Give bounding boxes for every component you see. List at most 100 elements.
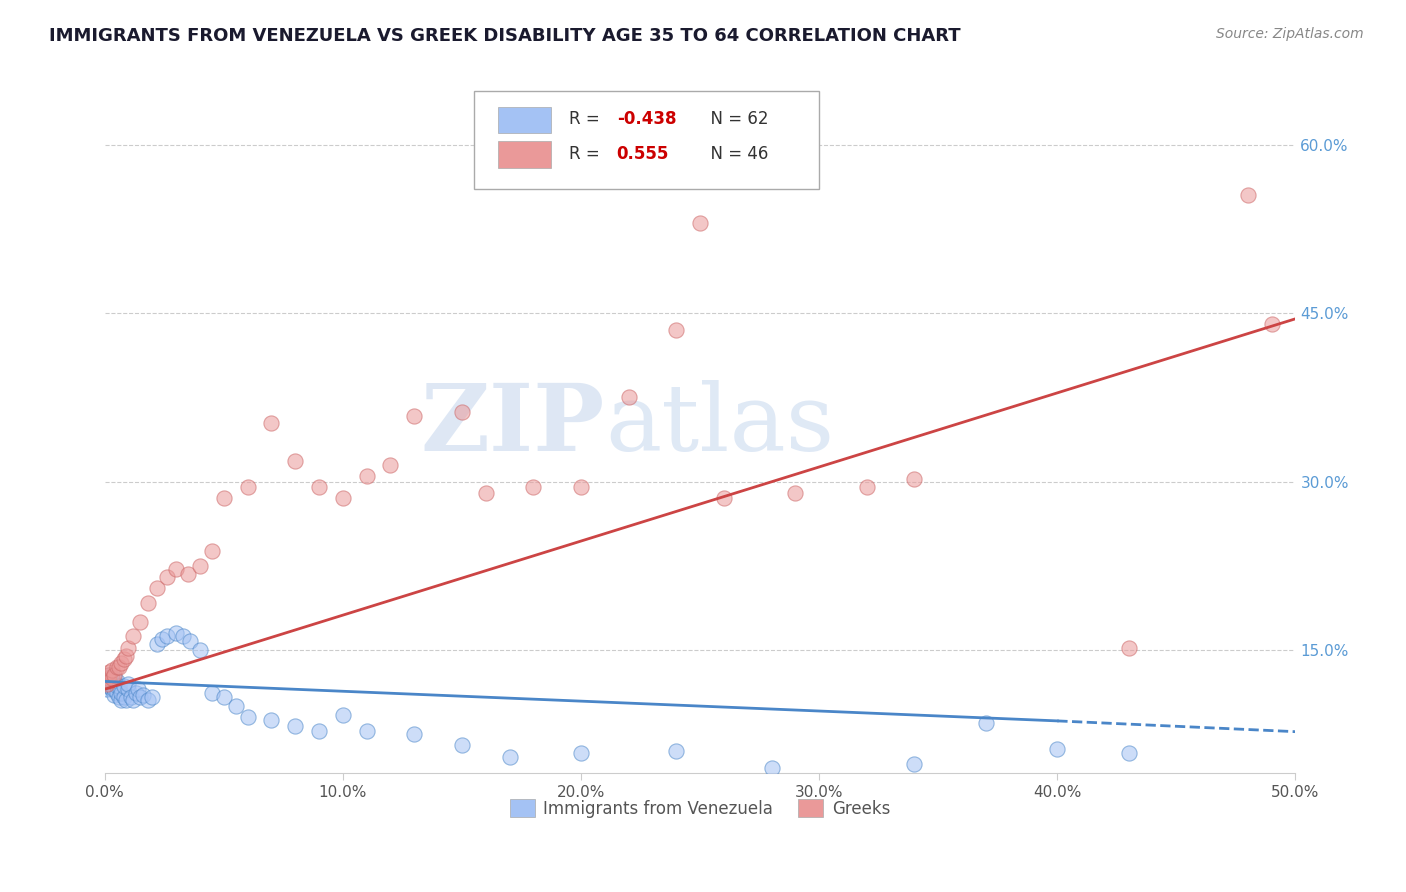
Point — [569, 746, 592, 760]
Point — [96, 671, 118, 685]
Point — [188, 643, 211, 657]
Point — [117, 682, 139, 697]
Text: 0.555: 0.555 — [617, 145, 669, 163]
Point — [98, 665, 121, 680]
Point — [165, 562, 187, 576]
Point — [172, 630, 194, 644]
Point — [101, 679, 124, 693]
Point — [404, 409, 426, 424]
Point — [225, 699, 247, 714]
Point — [105, 685, 128, 699]
Point — [101, 676, 124, 690]
Point — [108, 679, 131, 693]
Point — [665, 323, 688, 337]
Text: -0.438: -0.438 — [617, 111, 676, 128]
Point — [98, 671, 121, 685]
Point — [129, 690, 152, 704]
Point — [260, 713, 283, 727]
Point — [98, 674, 121, 689]
Point — [569, 480, 592, 494]
Point — [308, 723, 330, 738]
Point — [903, 757, 925, 772]
Point — [177, 566, 200, 581]
Legend: Immigrants from Venezuela, Greeks: Immigrants from Venezuela, Greeks — [503, 793, 897, 824]
Point — [98, 676, 121, 690]
Point — [1237, 188, 1260, 202]
Point — [98, 667, 121, 681]
Point — [96, 682, 118, 697]
Point — [903, 472, 925, 486]
Bar — [498, 142, 551, 168]
Text: R =: R = — [569, 145, 605, 163]
Point — [150, 632, 173, 646]
Point — [105, 660, 128, 674]
Point — [404, 727, 426, 741]
Point — [127, 682, 149, 697]
Bar — [498, 107, 551, 133]
Point — [974, 715, 997, 730]
Point — [451, 739, 474, 753]
Point — [498, 749, 520, 764]
Point — [332, 491, 354, 506]
Point — [96, 671, 118, 685]
Point — [120, 690, 142, 704]
Point — [108, 690, 131, 704]
Point — [136, 693, 159, 707]
Text: IMMIGRANTS FROM VENEZUELA VS GREEK DISABILITY AGE 35 TO 64 CORRELATION CHART: IMMIGRANTS FROM VENEZUELA VS GREEK DISAB… — [49, 27, 960, 45]
Point — [103, 682, 125, 697]
Point — [141, 690, 163, 704]
Point — [115, 648, 138, 663]
Point — [212, 491, 235, 506]
Point — [124, 685, 146, 699]
Point — [713, 491, 735, 506]
Point — [617, 390, 640, 404]
Point — [117, 640, 139, 655]
Point — [110, 657, 132, 671]
Point — [98, 667, 121, 681]
Point — [103, 671, 125, 685]
Point — [236, 710, 259, 724]
Point — [155, 570, 177, 584]
Point — [117, 676, 139, 690]
Point — [155, 630, 177, 644]
Point — [284, 719, 307, 733]
Point — [136, 596, 159, 610]
Point — [474, 485, 496, 500]
Point — [356, 723, 378, 738]
Point — [101, 674, 124, 689]
Point — [1260, 318, 1282, 332]
Point — [122, 693, 145, 707]
Point — [451, 405, 474, 419]
Point — [105, 674, 128, 689]
Point — [165, 626, 187, 640]
Point — [212, 690, 235, 704]
Point — [1118, 746, 1140, 760]
Point — [146, 637, 169, 651]
Point — [665, 744, 688, 758]
Point — [761, 761, 783, 775]
Point — [260, 416, 283, 430]
Point — [112, 679, 135, 693]
Point — [308, 480, 330, 494]
Point — [96, 679, 118, 693]
Point — [689, 216, 711, 230]
Point — [96, 676, 118, 690]
Point — [129, 615, 152, 629]
Point — [112, 652, 135, 666]
Text: atlas: atlas — [605, 380, 834, 470]
Point — [101, 671, 124, 685]
Point — [146, 581, 169, 595]
Text: R =: R = — [569, 111, 605, 128]
Point — [201, 544, 224, 558]
Point — [522, 480, 544, 494]
Text: ZIP: ZIP — [420, 380, 605, 470]
Text: N = 46: N = 46 — [700, 145, 769, 163]
Point — [179, 634, 201, 648]
Point — [188, 558, 211, 573]
Point — [785, 485, 807, 500]
Point — [1046, 741, 1069, 756]
Point — [103, 667, 125, 681]
Text: N = 62: N = 62 — [700, 111, 769, 128]
Point — [132, 688, 155, 702]
Point — [103, 688, 125, 702]
